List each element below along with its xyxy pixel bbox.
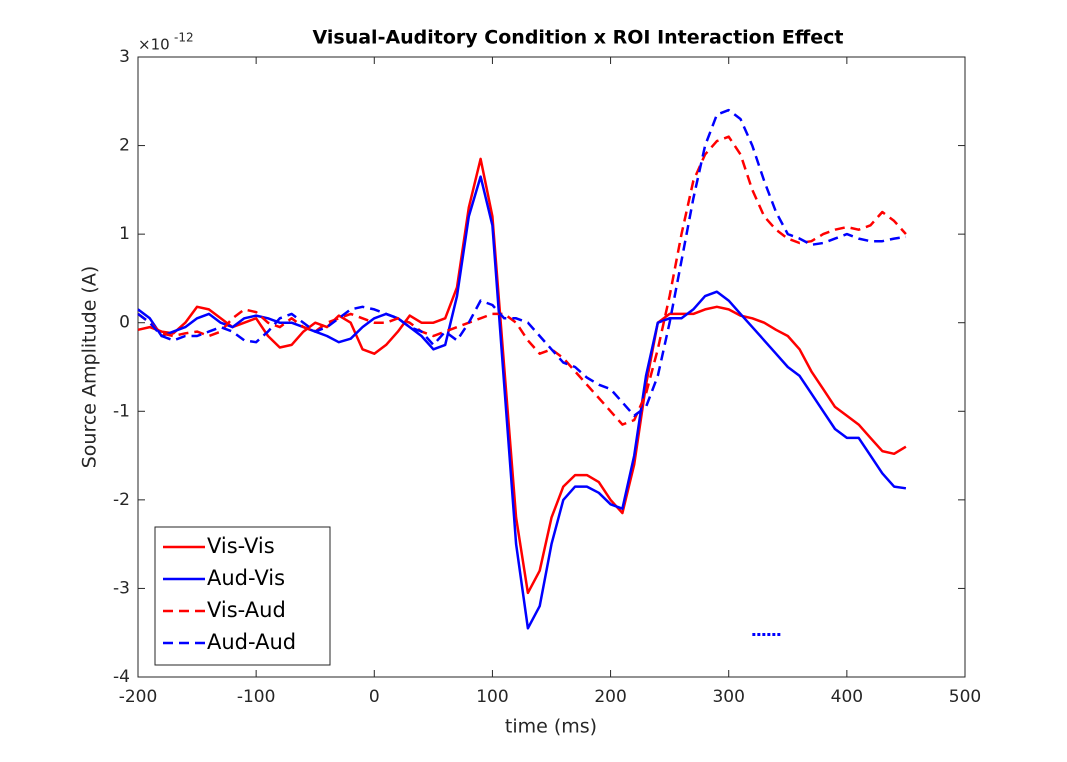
legend-label: Vis-Aud: [207, 598, 286, 622]
x-tick-label: -200: [119, 687, 158, 707]
x-tick-label: -100: [237, 687, 276, 707]
x-tick-label: 500: [949, 687, 981, 707]
x-axis-label: time (ms): [505, 716, 597, 738]
y-tick-label: -3: [113, 578, 130, 598]
x-tick-label: 400: [831, 687, 863, 707]
line: [137, 135, 907, 426]
y-tick-label: 3: [119, 47, 130, 67]
y-axis-label: Source Amplitude (A): [79, 266, 101, 469]
y-tick-label: -1: [113, 401, 130, 421]
legend-label: Aud-Aud: [207, 630, 296, 654]
legend-label: Aud-Vis: [207, 566, 285, 590]
y-multiplier: ×10: [138, 36, 170, 54]
y-multiplier-exponent: -12: [174, 31, 194, 45]
plot-frame: [137, 56, 966, 678]
x-tick-label: 300: [712, 687, 744, 707]
y-tick-label: 2: [119, 136, 130, 156]
line: [137, 175, 907, 630]
y-tick-label: -4: [113, 667, 130, 687]
x-tick-label: 200: [594, 687, 626, 707]
y-tick-label: 0: [119, 313, 130, 333]
x-tick-label: 100: [476, 687, 508, 707]
y-tick-label: 1: [119, 224, 130, 244]
legend-label: Vis-Vis: [207, 534, 275, 558]
chart-title: Visual-Auditory Condition x ROI Interact…: [313, 27, 844, 49]
x-tick-label: 0: [369, 687, 380, 707]
line: [137, 108, 907, 417]
y-tick-label: -2: [113, 490, 130, 510]
